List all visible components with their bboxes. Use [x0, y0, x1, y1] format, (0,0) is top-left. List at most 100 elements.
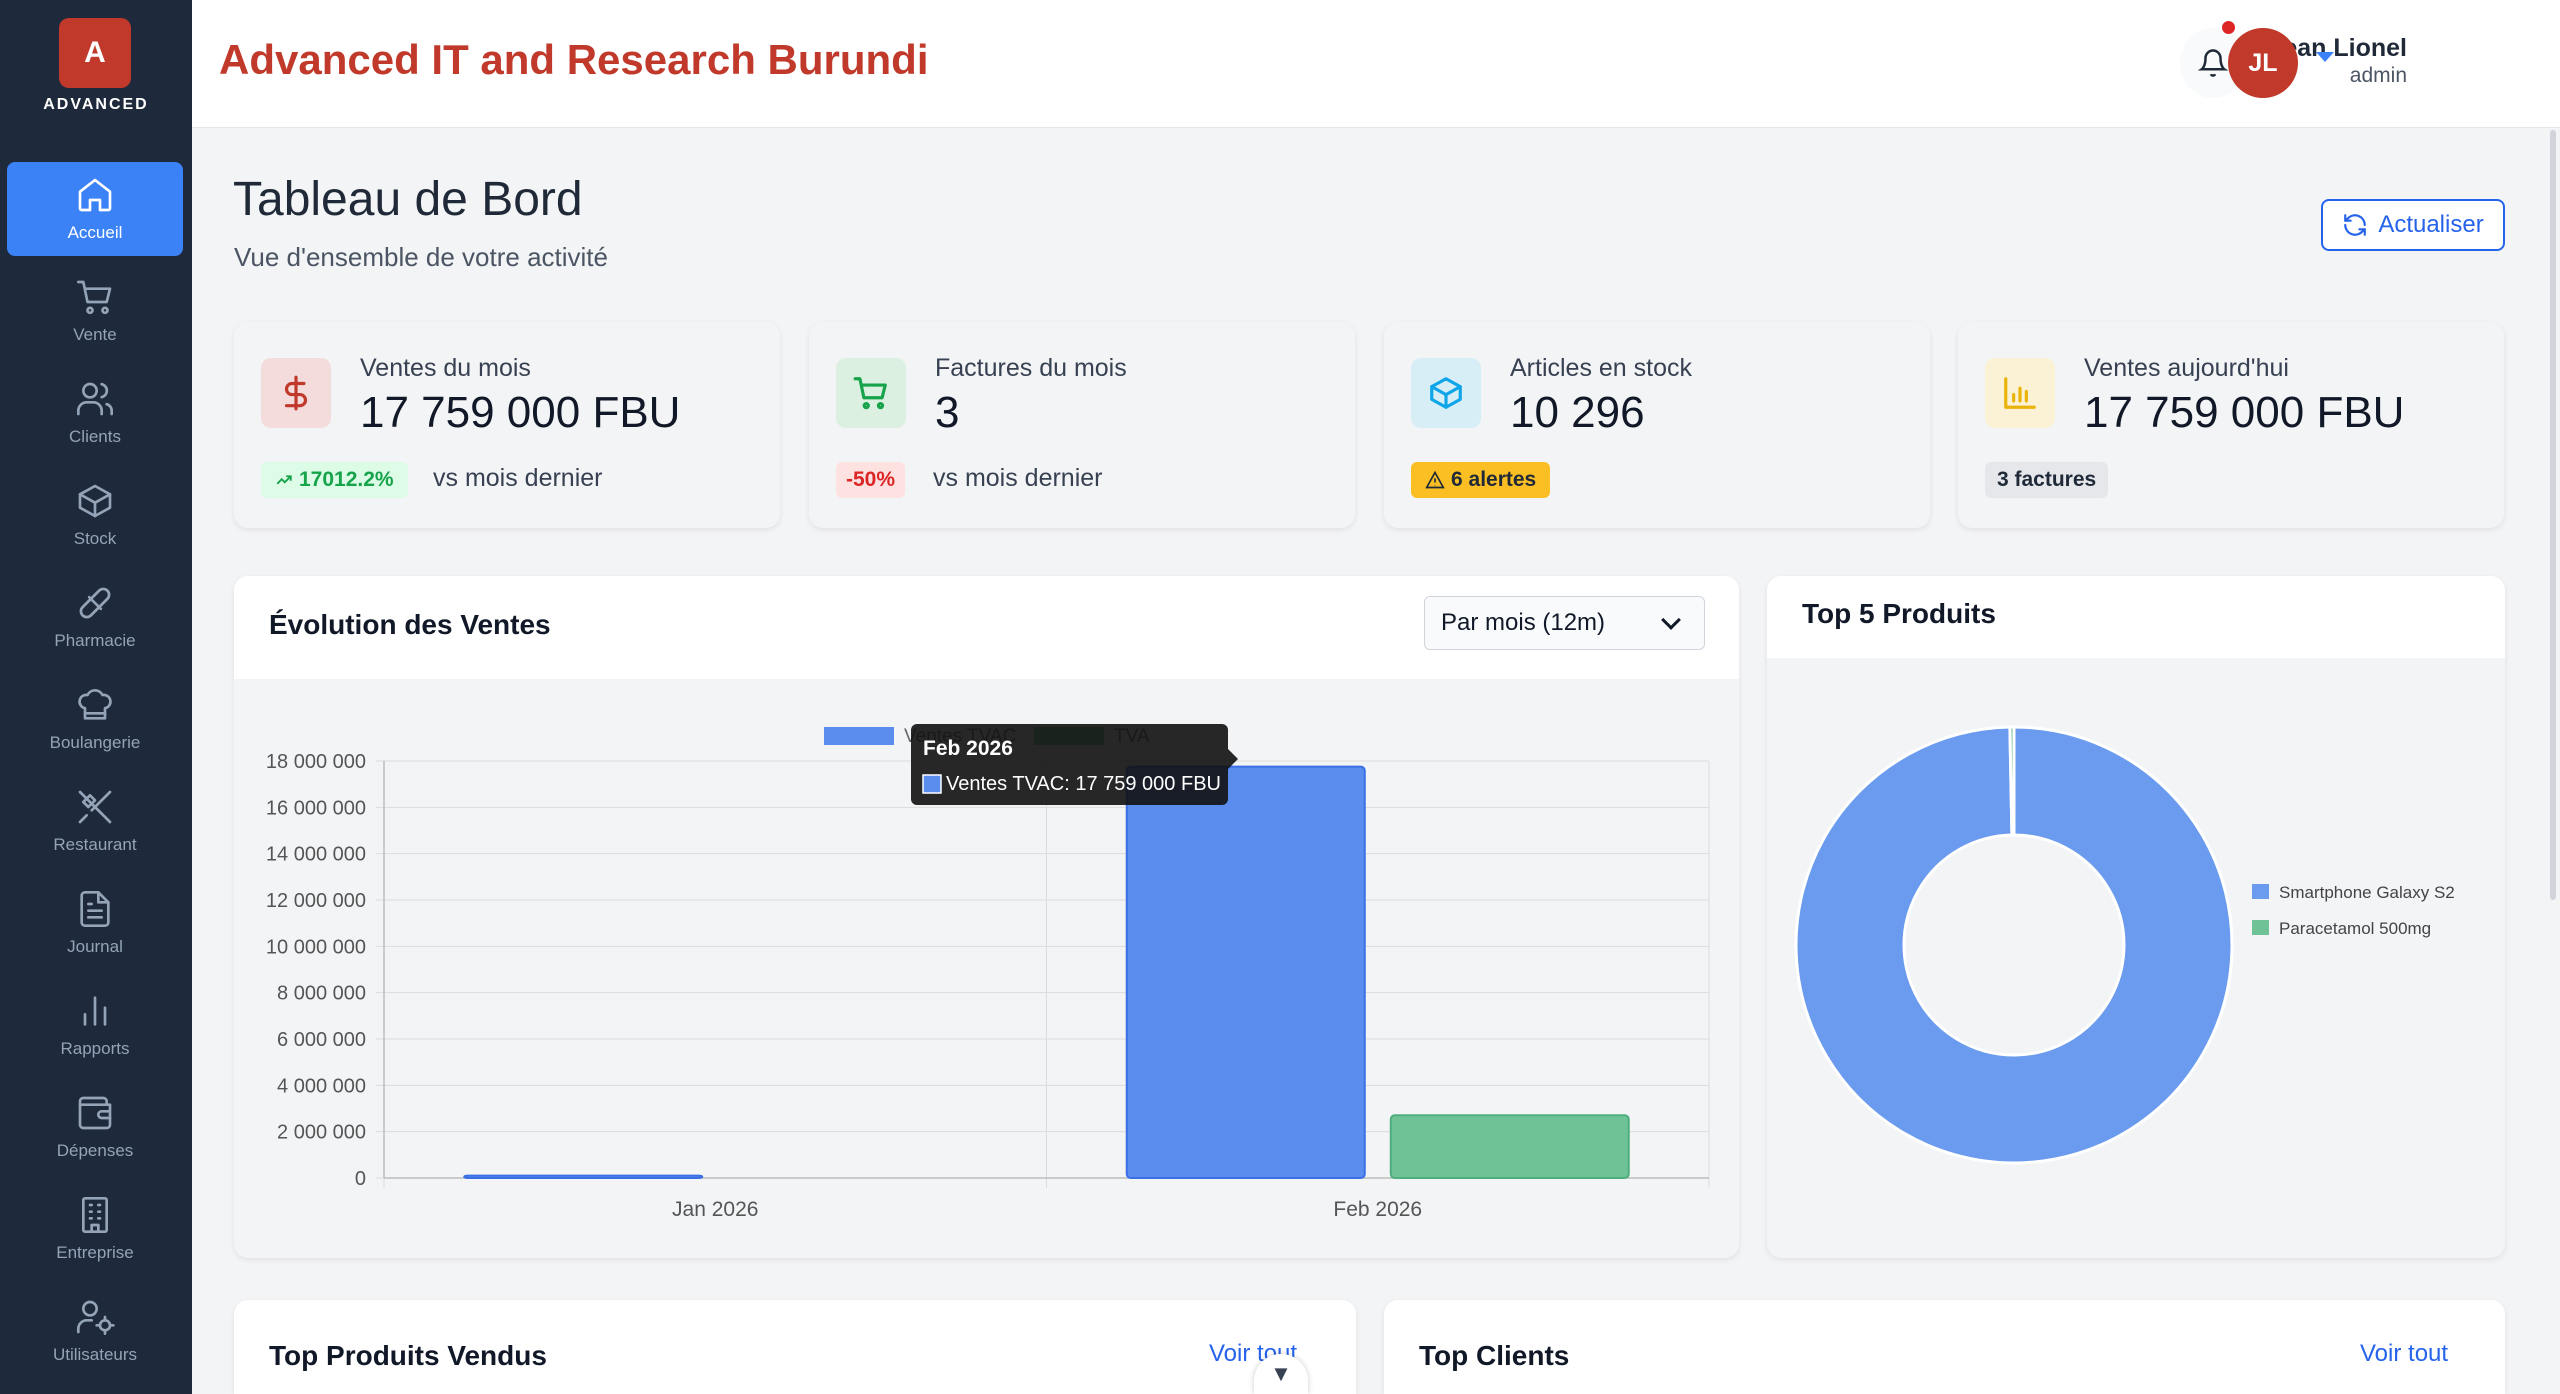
alerts-badge[interactable]: 6 alertes: [1411, 462, 1551, 498]
sidebar: A ADVANCED Accueil Vente Clients Stock P…: [0, 0, 192, 1394]
sidebar-item-label: Journal: [67, 937, 123, 956]
scroll-down-button[interactable]: ▼: [1254, 1354, 1308, 1394]
stat-title: Ventes du mois: [360, 354, 531, 382]
stat-card-ventes-aujourdhui: Ventes aujourd'hui 17 759 000 FBU 3 fact…: [1958, 322, 2504, 528]
app-logo[interactable]: A: [59, 18, 131, 88]
sidebar-item-label: Dépenses: [56, 1141, 134, 1160]
package-icon: [1411, 358, 1481, 428]
y-tick-label: 6 000 000: [277, 1029, 366, 1051]
page-subtitle: Vue d'ensemble de votre activité: [234, 242, 608, 272]
stat-card-factures-mois: Factures du mois 3 -50% vs mois dernier: [809, 322, 1355, 528]
box-icon: [78, 484, 112, 518]
trend-badge: -50%: [836, 462, 906, 498]
sidebar-item-boulangerie[interactable]: Boulangerie: [7, 672, 183, 766]
y-tick-label: 8 000 000: [277, 983, 366, 1005]
app-logo-text: ADVANCED: [43, 96, 149, 113]
period-select-value: Par mois (12m): [1441, 609, 1606, 636]
tooltip-title: Feb 2026: [923, 737, 1013, 760]
sidebar-item-utilisateurs[interactable]: Utilisateurs: [7, 1284, 183, 1378]
sidebar-item-vente[interactable]: Vente: [7, 264, 183, 358]
stat-value: 10 296: [1510, 388, 1645, 437]
trend-badge: 17012.2%: [261, 462, 408, 498]
sidebar-item-clients[interactable]: Clients: [7, 366, 183, 460]
cart-icon: [77, 280, 112, 315]
sidebar-item-label: Rapports: [60, 1039, 130, 1058]
sidebar-item-label: Pharmacie: [54, 631, 136, 650]
sidebar-item-stock[interactable]: Stock: [7, 468, 183, 562]
legend-swatch: [2252, 920, 2269, 935]
chevron-down-icon: ▼: [1270, 1361, 1292, 1386]
x-tick-label: Feb 2026: [1333, 1198, 1422, 1221]
legend-label: Smartphone Galaxy S2: [2279, 883, 2455, 902]
invoice-count-badge: 3 factures: [1985, 462, 2109, 498]
sidebar-item-label: Stock: [73, 529, 117, 548]
legend-swatch: [2252, 884, 2269, 899]
sidebar-item-entreprise[interactable]: Entreprise: [7, 1182, 183, 1276]
panel-header: Évolution des Ventes Par mois (12m): [234, 576, 1739, 679]
panel-header: Top 5 Produits: [1767, 576, 2505, 658]
y-tick-label: 18 000 000: [266, 751, 366, 773]
sales-chart-panel: Évolution des Ventes Par mois (12m) 0 2 0…: [234, 576, 1739, 1258]
y-tick-label: 4 000 000: [277, 1075, 366, 1097]
stat-title: Ventes aujourd'hui: [2084, 354, 2289, 382]
stat-value: 17 759 000 FBU: [360, 388, 681, 437]
chart-icon: [1985, 358, 2055, 428]
sidebar-item-label: Boulangerie: [49, 733, 141, 752]
tooltip-swatch: [922, 774, 942, 794]
tooltip-arrow: [1228, 749, 1238, 769]
cart-icon: [836, 358, 906, 428]
pill-icon: [79, 587, 111, 619]
bar-tva: [1389, 1114, 1630, 1179]
stat-value: 3: [935, 388, 960, 437]
chart-tooltip: Feb 2026 Ventes TVAC: 17 759 000 FBU: [911, 724, 1238, 805]
y-tick-label: 10 000 000: [266, 936, 366, 958]
tooltip-value: Ventes TVAC: 17 759 000 FBU: [946, 773, 1221, 795]
page-title: Tableau de Bord: [233, 173, 583, 226]
warning-icon: [1425, 470, 1445, 489]
avatar[interactable]: JL: [2228, 28, 2298, 98]
invoice-count: 3 factures: [1997, 468, 2097, 491]
sidebar-item-rapports[interactable]: Rapports: [7, 978, 183, 1072]
refresh-button[interactable]: Actualiser: [2321, 199, 2505, 251]
sidebar-item-label: Utilisateurs: [52, 1345, 138, 1364]
users-icon: [77, 382, 114, 416]
donut-slice: [2008, 725, 2016, 837]
sidebar-item-pharmacie[interactable]: Pharmacie: [7, 570, 183, 664]
top-header: Advanced IT and Research Burundi Jean Li…: [192, 0, 2560, 128]
see-all-clients-link[interactable]: Voir tout: [2360, 1340, 2449, 1367]
stat-card-ventes-mois: Ventes du mois 17 759 000 FBU 17012.2% v…: [234, 322, 780, 528]
page-scrollbar[interactable]: [2550, 130, 2556, 900]
card-title: Top Clients: [1419, 1340, 1570, 1371]
document-icon: [80, 891, 110, 927]
user-role: admin: [2349, 64, 2407, 87]
legend-swatch: [824, 727, 894, 745]
top-products-donut-chart: Smartphone Galaxy S2 Paracetamol 500mg: [1794, 725, 2455, 1165]
y-tick-label: 0: [355, 1168, 366, 1190]
user-menu-caret-icon[interactable]: [2316, 52, 2334, 62]
sidebar-item-journal[interactable]: Journal: [7, 876, 183, 970]
sales-bar-chart: 0 2 000 000 4 000 000 6 000 000 8 000 000 10 …: [266, 724, 1710, 1221]
trend-value: -50%: [846, 468, 896, 491]
x-tick-label: Jan 2026: [672, 1198, 758, 1221]
chef-hat-icon: [78, 688, 112, 720]
dollar-icon: [261, 358, 331, 428]
y-tick-label: 16 000 000: [266, 797, 366, 819]
trend-up-icon: [276, 475, 292, 485]
alerts-count: 6 alertes: [1451, 468, 1537, 491]
bar-ventes-tvac: [1125, 765, 1366, 1180]
refresh-label: Actualiser: [2378, 211, 2484, 238]
y-tick-label: 14 000 000: [266, 844, 366, 866]
tooltip-box: [911, 724, 1228, 805]
sidebar-item-label: Restaurant: [53, 835, 137, 854]
sidebar-item-restaurant[interactable]: Restaurant: [7, 774, 183, 868]
panel-title: Top 5 Produits: [1802, 598, 1996, 629]
top-sold-products-card: Top Produits Vendus Voir tout: [234, 1300, 1356, 1394]
user-cog-icon: [77, 1300, 115, 1335]
sidebar-item-depenses[interactable]: Dépenses: [7, 1080, 183, 1174]
card-title: Top Produits Vendus: [269, 1340, 547, 1371]
chevron-down-icon: [1661, 610, 1681, 630]
period-select[interactable]: Par mois (12m): [1424, 596, 1705, 650]
sidebar-item-accueil[interactable]: Accueil: [7, 162, 183, 256]
company-name: Advanced IT and Research Burundi: [219, 36, 929, 83]
y-tick-label: 12 000 000: [266, 890, 366, 912]
